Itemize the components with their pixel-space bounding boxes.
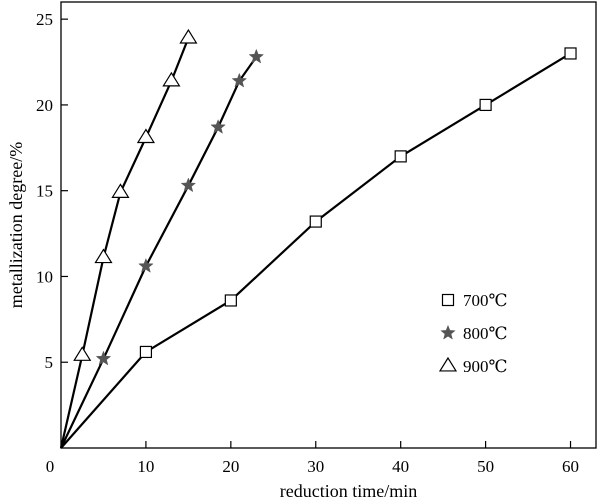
x-tick-label: 40 xyxy=(392,457,409,476)
data-point-triangle xyxy=(94,248,113,264)
data-point-square xyxy=(564,47,577,60)
plot-area-border xyxy=(60,1,597,449)
data-point-triangle xyxy=(162,71,181,87)
data-point-square xyxy=(309,215,322,228)
series-line xyxy=(60,56,258,449)
y-tick-label: 15 xyxy=(36,182,53,201)
plot-frame xyxy=(60,1,597,449)
legend-marker-star xyxy=(440,324,456,340)
data-point-star xyxy=(231,72,248,88)
data-point-square xyxy=(479,98,492,112)
data-point-star xyxy=(248,48,265,64)
series-0 xyxy=(60,47,577,449)
x-axis-label: reduction time/min xyxy=(280,481,417,501)
x-tick-label: 0 xyxy=(46,457,55,476)
data-point-triangle xyxy=(179,28,198,44)
series-line xyxy=(59,37,190,449)
data-point-star xyxy=(210,119,226,134)
x-tick-label: 30 xyxy=(307,457,324,476)
legend-label: 700℃ xyxy=(463,291,508,310)
data-point-triangle xyxy=(111,183,130,198)
legend: 700℃ 800℃ 900℃ xyxy=(438,291,508,376)
x-tick-label: 60 xyxy=(562,457,579,476)
data-point-triangle xyxy=(73,346,92,361)
x-tick-label: 50 xyxy=(477,457,494,476)
x-tick-label: 20 xyxy=(222,457,239,476)
y-tick-label: 25 xyxy=(36,10,53,29)
series-1 xyxy=(60,48,265,449)
series-2 xyxy=(59,28,198,449)
data-point-star xyxy=(95,350,112,366)
x-axis-ticks: 0 10 20 30 40 50 60 xyxy=(46,441,579,476)
legend-marker-square xyxy=(441,293,455,307)
legend-marker-triangle xyxy=(438,356,458,372)
data-point-square xyxy=(139,345,153,359)
data-point-square xyxy=(224,294,237,307)
y-tick-label: 20 xyxy=(36,96,53,115)
data-point-square xyxy=(394,150,407,163)
series-layer xyxy=(59,28,577,449)
legend-label: 900℃ xyxy=(463,357,508,376)
y-tick-label: 5 xyxy=(45,353,54,372)
x-tick-label: 10 xyxy=(137,457,154,476)
series-line xyxy=(60,52,572,449)
data-point-star xyxy=(138,257,154,273)
data-point-triangle xyxy=(136,128,155,144)
y-axis-ticks: 5 10 15 20 25 xyxy=(36,10,68,372)
data-point-star xyxy=(180,177,197,193)
y-tick-label: 10 xyxy=(36,267,53,286)
legend-label: 800℃ xyxy=(463,324,508,343)
y-axis-label: metallization degree/% xyxy=(6,142,26,308)
